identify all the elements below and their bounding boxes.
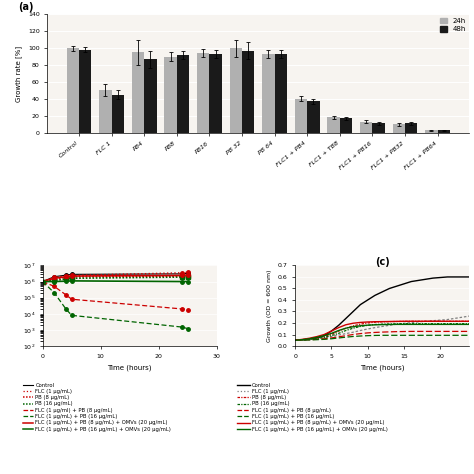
Legend: Control, FLC (1 µg/mL), PB (8 µg/mL), PB (16 µg/mL), FLC (1 µg/mL) + PB (8 µg/mL: Control, FLC (1 µg/mL), PB (8 µg/mL), PB… <box>237 383 388 432</box>
Bar <box>307 101 319 133</box>
Bar <box>274 54 287 133</box>
Text: (c): (c) <box>375 257 390 267</box>
Bar <box>144 59 156 133</box>
Control <box>51 274 57 280</box>
Bar <box>262 54 274 133</box>
PB16 <box>63 276 69 282</box>
FLC <box>51 274 57 280</box>
FLC+PB8+OMV <box>63 274 69 280</box>
FLC+PB8 <box>179 306 185 312</box>
Bar <box>360 122 373 133</box>
Bar <box>99 91 111 133</box>
Line: FLC+PB16+OMV: FLC+PB16+OMV <box>41 279 190 283</box>
Bar <box>392 124 405 133</box>
FLC+PB16+OMV <box>69 278 74 284</box>
PB8 <box>185 273 191 279</box>
Bar <box>210 54 222 133</box>
Control <box>179 271 185 277</box>
PB16 <box>179 274 185 280</box>
PB8 <box>69 274 74 280</box>
PB8 <box>63 274 69 280</box>
Bar <box>229 48 242 133</box>
Line: FLC: FLC <box>41 271 190 283</box>
Line: FLC+PB8+OMV: FLC+PB8+OMV <box>41 273 190 283</box>
FLC+PB8+OMV <box>179 273 185 278</box>
FLC+PB16 <box>69 312 74 318</box>
FLC+PB16+OMV <box>185 279 191 284</box>
FLC+PB16 <box>51 290 57 296</box>
FLC+PB16+OMV <box>179 279 185 284</box>
FLC+PB16 <box>185 326 191 331</box>
FLC+PB8+OMV <box>51 275 57 281</box>
FLC <box>69 273 74 278</box>
Bar <box>340 118 352 133</box>
FLC <box>179 270 185 276</box>
Legend: Control, FLC (1 µg/mL), PB (8 µg/mL), PB (16 µg/mL), FLC (1 µg/ml) + PB (8 µg/mL: Control, FLC (1 µg/mL), PB (8 µg/mL), PB… <box>23 383 171 432</box>
FLC+PB8+OMV <box>185 272 191 278</box>
Text: (a): (a) <box>18 2 33 12</box>
Bar <box>177 55 189 133</box>
Legend: 24h, 48h: 24h, 48h <box>440 18 466 32</box>
FLC+PB8+OMV <box>40 279 46 284</box>
Line: PB16: PB16 <box>41 275 190 283</box>
Bar <box>438 130 450 133</box>
Bar <box>197 53 210 133</box>
Line: Control: Control <box>41 272 190 283</box>
FLC+PB8 <box>185 307 191 312</box>
FLC+PB8+OMV <box>69 273 74 279</box>
FLC+PB16+OMV <box>51 279 57 284</box>
Bar <box>79 50 91 133</box>
Bar <box>66 48 79 133</box>
FLC <box>63 273 69 279</box>
FLC+PB8 <box>40 279 46 284</box>
Y-axis label: Growth (OD = 600 nm): Growth (OD = 600 nm) <box>267 270 272 342</box>
Bar <box>242 51 255 133</box>
Control <box>63 272 69 278</box>
FLC+PB8 <box>69 296 74 302</box>
Line: FLC+PB8: FLC+PB8 <box>41 280 190 311</box>
Bar <box>111 95 124 133</box>
X-axis label: Time (hours): Time (hours) <box>360 364 404 371</box>
Bar <box>164 56 177 133</box>
Control <box>185 271 191 276</box>
PB8 <box>51 276 57 282</box>
Y-axis label: Growth rate [%]: Growth rate [%] <box>16 46 22 101</box>
Control <box>69 272 74 277</box>
Bar <box>328 118 340 133</box>
Bar <box>373 123 385 133</box>
Control <box>40 279 46 284</box>
FLC+PB16 <box>179 324 185 330</box>
Line: PB8: PB8 <box>41 274 190 283</box>
PB8 <box>179 273 185 279</box>
Bar <box>295 99 307 133</box>
Bar <box>405 123 418 133</box>
FLC <box>40 279 46 284</box>
X-axis label: Time (hours): Time (hours) <box>108 364 152 371</box>
FLC+PB16+OMV <box>40 279 46 284</box>
PB16 <box>40 279 46 284</box>
PB16 <box>51 277 57 283</box>
Bar <box>132 52 144 133</box>
FLC+PB16+OMV <box>63 278 69 284</box>
Line: FLC+PB16: FLC+PB16 <box>41 280 190 330</box>
FLC <box>185 270 191 275</box>
PB16 <box>69 275 74 281</box>
PB16 <box>185 274 191 280</box>
FLC+PB16 <box>40 279 46 284</box>
PB8 <box>40 279 46 284</box>
FLC+PB8 <box>51 283 57 289</box>
Bar <box>425 130 438 133</box>
FLC+PB8 <box>63 292 69 298</box>
FLC+PB16 <box>63 306 69 312</box>
